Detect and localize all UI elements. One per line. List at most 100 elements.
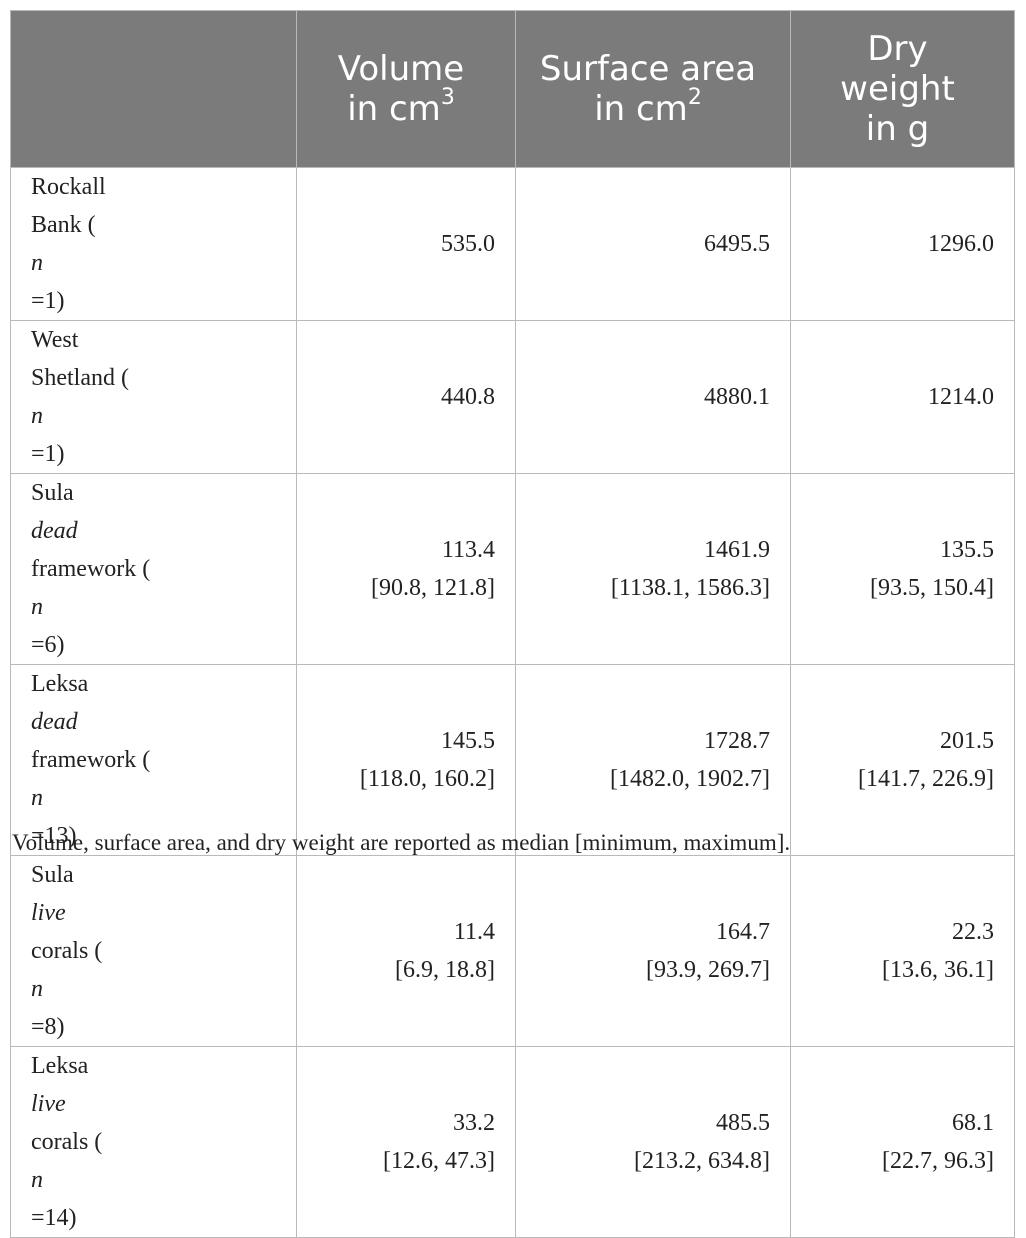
header-dry-line2: weight (840, 69, 955, 109)
surface-median: 1461.9 (704, 537, 770, 563)
header-surface-exponent: 2 (687, 85, 702, 110)
table-row: Rockall Bank ( n =1) 535.0 6495.5 1296.0 (10, 167, 1015, 321)
header-surface-line2: in cm2 (526, 87, 770, 130)
table-footnote: Volume, surface area, and dry weight are… (12, 830, 791, 855)
header-surface-unit: in cm (594, 89, 688, 129)
row-label-text: framework ( (31, 556, 151, 582)
row-label-line2: framework ( n =6) (31, 550, 276, 664)
surface-range: [1482.0, 1902.7] (610, 766, 770, 792)
header-volume-line2: in cm3 (307, 87, 495, 130)
surface-median: 1728.7 (704, 728, 770, 754)
dry-weight-cell: 22.3 [13.6, 36.1] (790, 855, 1015, 1047)
dry-weight-median: 22.3 (952, 919, 994, 945)
volume-range: [6.9, 18.8] (395, 957, 495, 983)
row-label-text: Bank ( (31, 212, 96, 238)
dry-weight-median: 201.5 (940, 728, 994, 754)
dry-weight-median: 1296.0 (928, 231, 994, 257)
header-volume-exponent: 3 (440, 85, 455, 110)
header-dry-weight: Dry weight in g (790, 10, 1015, 168)
row-label-state: live (31, 1091, 66, 1117)
volume-cell: 440.8 (296, 320, 516, 474)
row-label-count: =1) (31, 288, 65, 314)
row-label-line1: Sula dead (31, 474, 276, 550)
surface-range: [93.9, 269.7] (646, 957, 770, 983)
volume-median: 440.8 (441, 384, 495, 410)
row-label-state: dead (31, 518, 78, 544)
row-label: Sula dead framework ( n =6) (10, 473, 297, 665)
surface-range: [213.2, 634.8] (634, 1148, 770, 1174)
dry-weight-cell: 135.5 [93.5, 150.4] (790, 473, 1015, 665)
row-label: Sula live corals ( n =8) (10, 855, 297, 1047)
row-label-line2: corals ( n =14) (31, 1123, 276, 1237)
row-label-site: Sula (31, 480, 74, 506)
surface-cell: 485.5 [213.2, 634.8] (515, 1046, 791, 1238)
header-dry-line1: Dry (867, 29, 928, 69)
row-label-site: Leksa (31, 1053, 89, 1079)
row-label-n: n (31, 1167, 43, 1193)
surface-median: 6495.5 (704, 231, 770, 257)
row-label-text: framework ( (31, 747, 151, 773)
row-label-n: n (31, 403, 43, 429)
dry-weight-cell: 1296.0 (790, 167, 1015, 321)
row-label-line1: Leksa dead (31, 665, 276, 741)
table-row: Sula dead framework ( n =6) 113.4 [90.8, 12… (10, 473, 1015, 665)
row-label-count: =6) (31, 632, 65, 658)
volume-median: 145.5 (441, 728, 495, 754)
row-label-line1: Leksa live (31, 1047, 276, 1123)
header-volume-unit: in cm (347, 89, 441, 129)
row-label-count: =8) (31, 1014, 65, 1040)
table-row: Leksa dead framework (n =13) 145.5 [118.0,… (10, 664, 1015, 856)
dry-weight-median: 135.5 (940, 537, 994, 563)
row-label-line1: Sula live (31, 856, 276, 932)
dry-weight-median: 1214.0 (928, 384, 994, 410)
header-volume: Volume in cm3 (296, 10, 516, 168)
row-label-line1: Rockall (31, 174, 106, 200)
dry-weight-cell: 1214.0 (790, 320, 1015, 474)
header-surface-area: Surface area in cm2 (515, 10, 791, 168)
volume-cell: 145.5 [118.0, 160.2] (296, 664, 516, 856)
row-label-text: corals ( (31, 938, 103, 964)
volume-range: [12.6, 47.3] (383, 1148, 495, 1174)
table-row: Leksa live corals ( n =14) 33.2 [12.6, 47.3… (10, 1046, 1015, 1238)
row-label-text: corals ( (31, 1129, 103, 1155)
surface-cell: 1728.7 [1482.0, 1902.7] (515, 664, 791, 856)
dry-weight-range: [141.7, 226.9] (858, 766, 994, 792)
table-row: West Shetland (n =1) 440.8 4880.1 1214.0 (10, 320, 1015, 474)
volume-median: 535.0 (441, 231, 495, 257)
row-label-site: Leksa (31, 671, 89, 697)
volume-range: [90.8, 121.8] (371, 575, 495, 601)
volume-cell: 11.4 [6.9, 18.8] (296, 855, 516, 1047)
dry-weight-range: [22.7, 96.3] (882, 1148, 994, 1174)
surface-cell: 164.7 [93.9, 269.7] (515, 855, 791, 1047)
row-label: Rockall Bank ( n =1) (10, 167, 297, 321)
dry-weight-median: 68.1 (952, 1110, 994, 1136)
dry-weight-cell: 68.1 [22.7, 96.3] (790, 1046, 1015, 1238)
header-row: Volume in cm3 Surface area in cm2 Dry we… (10, 10, 1015, 168)
header-dry-line3: in g (865, 109, 930, 149)
row-label-line2: Bank ( n =1) (31, 206, 276, 320)
row-label-count: =14) (31, 1205, 77, 1231)
header-empty-cell (10, 10, 297, 168)
row-label: Leksa live corals ( n =14) (10, 1046, 297, 1238)
volume-median: 113.4 (441, 537, 495, 563)
row-label-state: live (31, 900, 66, 926)
row-label-state: dead (31, 709, 78, 735)
header-surface-line1: Surface area (539, 49, 757, 89)
volume-cell: 535.0 (296, 167, 516, 321)
header-volume-line1: Volume (337, 49, 465, 89)
volume-median: 33.2 (453, 1110, 495, 1136)
row-label-n: n (31, 594, 43, 620)
surface-cell: 1461.9 [1138.1, 1586.3] (515, 473, 791, 665)
row-label-n: n (31, 250, 43, 276)
surface-median: 4880.1 (704, 384, 770, 410)
dry-weight-cell: 201.5 [141.7, 226.9] (790, 664, 1015, 856)
table-header: Volume in cm3 Surface area in cm2 Dry we… (10, 10, 1015, 168)
dry-weight-range: [13.6, 36.1] (882, 957, 994, 983)
surface-range: [1138.1, 1586.3] (610, 575, 770, 601)
row-label-n: n (31, 976, 43, 1002)
row-label: Leksa dead framework (n =13) (10, 664, 297, 856)
volume-range: [118.0, 160.2] (359, 766, 495, 792)
dry-weight-range: [93.5, 150.4] (870, 575, 994, 601)
row-label: West Shetland (n =1) (10, 320, 297, 474)
volume-cell: 33.2 [12.6, 47.3] (296, 1046, 516, 1238)
